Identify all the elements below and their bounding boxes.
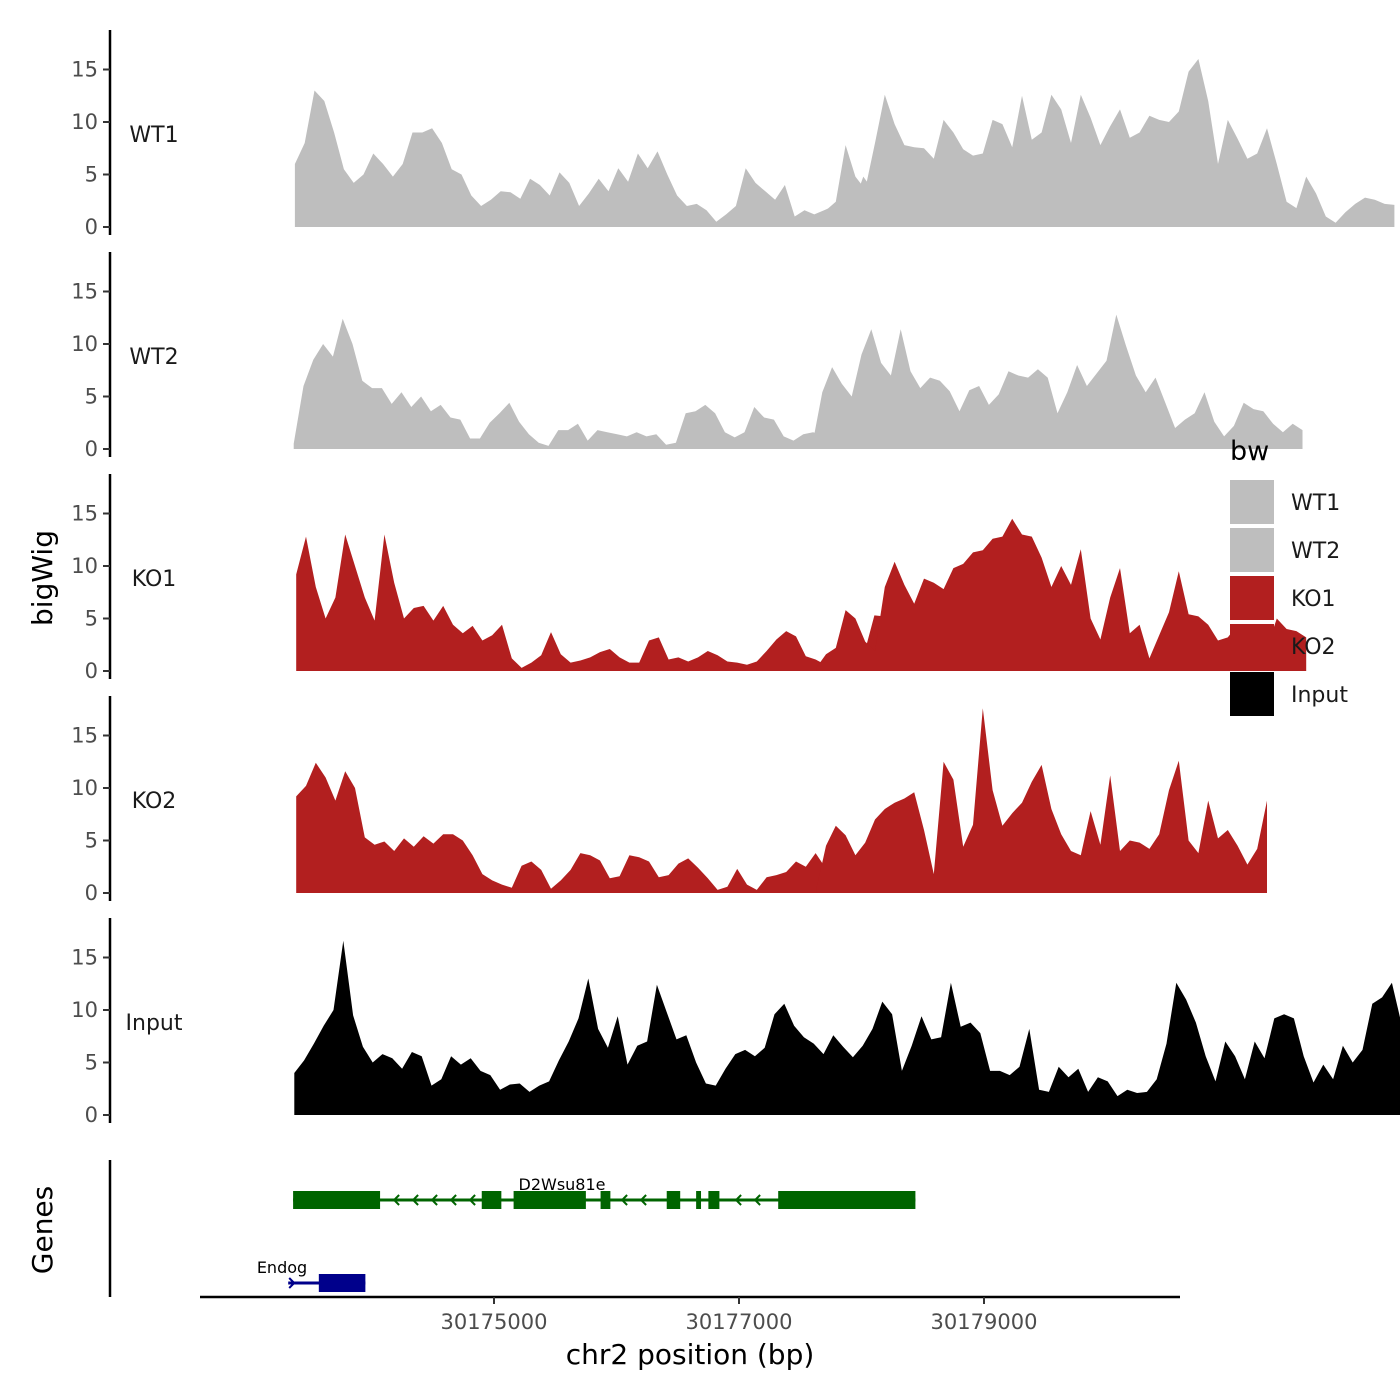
x-axis-title: chr2 position (bp) xyxy=(566,1338,815,1371)
legend-label-wt2: WT2 xyxy=(1291,539,1340,564)
x-axis: 30175000 30177000 30179000 xyxy=(200,1295,1180,1334)
legend-label-wt1: WT1 xyxy=(1291,491,1340,516)
strand-chevron xyxy=(639,1194,647,1206)
exon-block xyxy=(513,1191,586,1209)
y-tick-label: 15 xyxy=(71,58,98,82)
track-ko2: 0 5 10 15 KO2 xyxy=(71,696,1267,905)
y-tick-label: 0 xyxy=(85,215,98,239)
y-tick-label: 5 xyxy=(85,1051,98,1075)
y-tick-label: 0 xyxy=(85,1103,98,1127)
track-label: WT2 xyxy=(129,345,178,370)
exon-block xyxy=(696,1191,702,1209)
strand-chevron xyxy=(734,1194,742,1206)
y-axis-title: bigWig xyxy=(26,530,59,626)
strand-chevron xyxy=(392,1194,400,1206)
track-wt1: 0 5 10 15 WT1 xyxy=(71,30,1395,239)
y-tick-label: 10 xyxy=(71,332,98,356)
legend-swatch-ko1 xyxy=(1230,576,1274,620)
signal-area-ko2 xyxy=(296,762,983,893)
signal-tracks: 0 5 10 15 WT1 0 5 10 15 WT2 0 5 10 15 KO1 0 5 10 15 KO2 0 5 10… xyxy=(71,30,1400,1127)
signal-area-input xyxy=(294,940,1400,1115)
legend-swatch-wt2 xyxy=(1230,528,1274,572)
legend-label-ko1: KO1 xyxy=(1291,587,1336,612)
track-label: KO2 xyxy=(132,789,177,814)
x-tick-label: 30175000 xyxy=(441,1310,548,1334)
y-tick-label: 15 xyxy=(71,946,98,970)
y-tick-label: 10 xyxy=(71,554,98,578)
y-tick-label: 10 xyxy=(71,110,98,134)
y-tick-label: 0 xyxy=(85,881,98,905)
legend-label-ko2: KO2 xyxy=(1291,635,1336,660)
strand-chevron xyxy=(753,1194,761,1206)
strand-chevron xyxy=(449,1194,457,1206)
legend: bw WT1 WT2 KO1 KO2 Input xyxy=(1230,436,1348,716)
y-tick-label: 0 xyxy=(85,437,98,461)
y-tick-label: 5 xyxy=(85,829,98,853)
track-label: KO1 xyxy=(132,567,177,592)
y-tick-label: 5 xyxy=(85,607,98,631)
signal-area-wt1 xyxy=(806,59,1395,227)
strand-chevron xyxy=(411,1194,419,1206)
track-label: Input xyxy=(126,1011,183,1036)
strand-chevron xyxy=(468,1194,476,1206)
legend-title: bw xyxy=(1230,436,1269,467)
y-tick-label: 15 xyxy=(71,280,98,304)
exon-block xyxy=(293,1191,381,1209)
exon-block xyxy=(666,1191,681,1209)
strand-chevron xyxy=(288,1277,296,1289)
y-tick-label: 15 xyxy=(71,724,98,748)
strand-chevron xyxy=(430,1194,438,1206)
y-tick-label: 10 xyxy=(71,998,98,1022)
signal-area-wt2 xyxy=(812,314,1303,449)
signal-area-ko2 xyxy=(816,708,1267,893)
gene-track: D2Wsu81e Endog xyxy=(108,1160,916,1297)
genes-axis-title: Genes xyxy=(26,1186,59,1274)
y-tick-label: 0 xyxy=(85,659,98,683)
gene-label: Endog xyxy=(257,1258,307,1277)
legend-label-input: Input xyxy=(1291,683,1348,708)
legend-swatch-ko2 xyxy=(1230,624,1274,668)
track-input: 0 5 10 15 Input xyxy=(71,918,1400,1127)
track-ko1: 0 5 10 15 KO1 xyxy=(71,474,1307,683)
exon-block xyxy=(778,1191,916,1209)
x-tick-label: 30179000 xyxy=(931,1310,1038,1334)
legend-swatch-wt1 xyxy=(1230,480,1274,524)
track-label: WT1 xyxy=(129,123,178,148)
y-tick-label: 15 xyxy=(71,502,98,526)
x-tick-label: 30177000 xyxy=(686,1310,793,1334)
gene-label: D2Wsu81e xyxy=(519,1175,606,1194)
signal-area-ko1 xyxy=(296,534,983,671)
y-tick-label: 10 xyxy=(71,776,98,800)
exon-block xyxy=(708,1191,720,1209)
strand-chevron xyxy=(620,1194,628,1206)
track-wt2: 0 5 10 15 WT2 xyxy=(71,252,1303,461)
signal-area-wt2 xyxy=(293,318,921,449)
legend-swatch-input xyxy=(1230,672,1274,716)
y-tick-label: 5 xyxy=(85,385,98,409)
exon-block xyxy=(481,1191,502,1209)
gene-d2wsu81e: D2Wsu81e xyxy=(293,1175,916,1209)
gene-endog: Endog xyxy=(257,1258,366,1292)
signal-area-ko1 xyxy=(816,518,1307,671)
exon-block xyxy=(600,1191,611,1209)
exon-block xyxy=(318,1274,366,1292)
y-tick-label: 5 xyxy=(85,163,98,187)
